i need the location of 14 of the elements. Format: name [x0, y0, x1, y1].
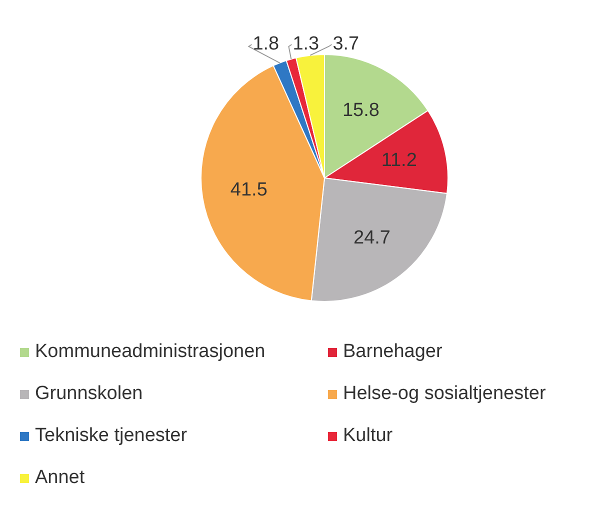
- data-label: 1.3: [292, 34, 320, 55]
- data-label: 11.2: [381, 150, 417, 172]
- legend-label: Kultur: [343, 425, 393, 447]
- data-label: 41.5: [230, 179, 268, 200]
- legend-label: Barnehager: [343, 341, 442, 363]
- data-label: 24.7: [354, 227, 390, 248]
- data-label: 3.7: [332, 34, 360, 55]
- legend-label: Grunnskolen: [35, 383, 143, 405]
- legend-label: Kommuneadministrasjonen: [35, 341, 266, 363]
- legend-label: Helse-og sosialtjenester: [343, 383, 546, 405]
- legend-label: Annet: [35, 467, 85, 489]
- data-label: 15.8: [342, 100, 380, 121]
- legend-label: Tekniske tjenester: [35, 425, 188, 447]
- data-label: 1.8: [252, 34, 280, 55]
